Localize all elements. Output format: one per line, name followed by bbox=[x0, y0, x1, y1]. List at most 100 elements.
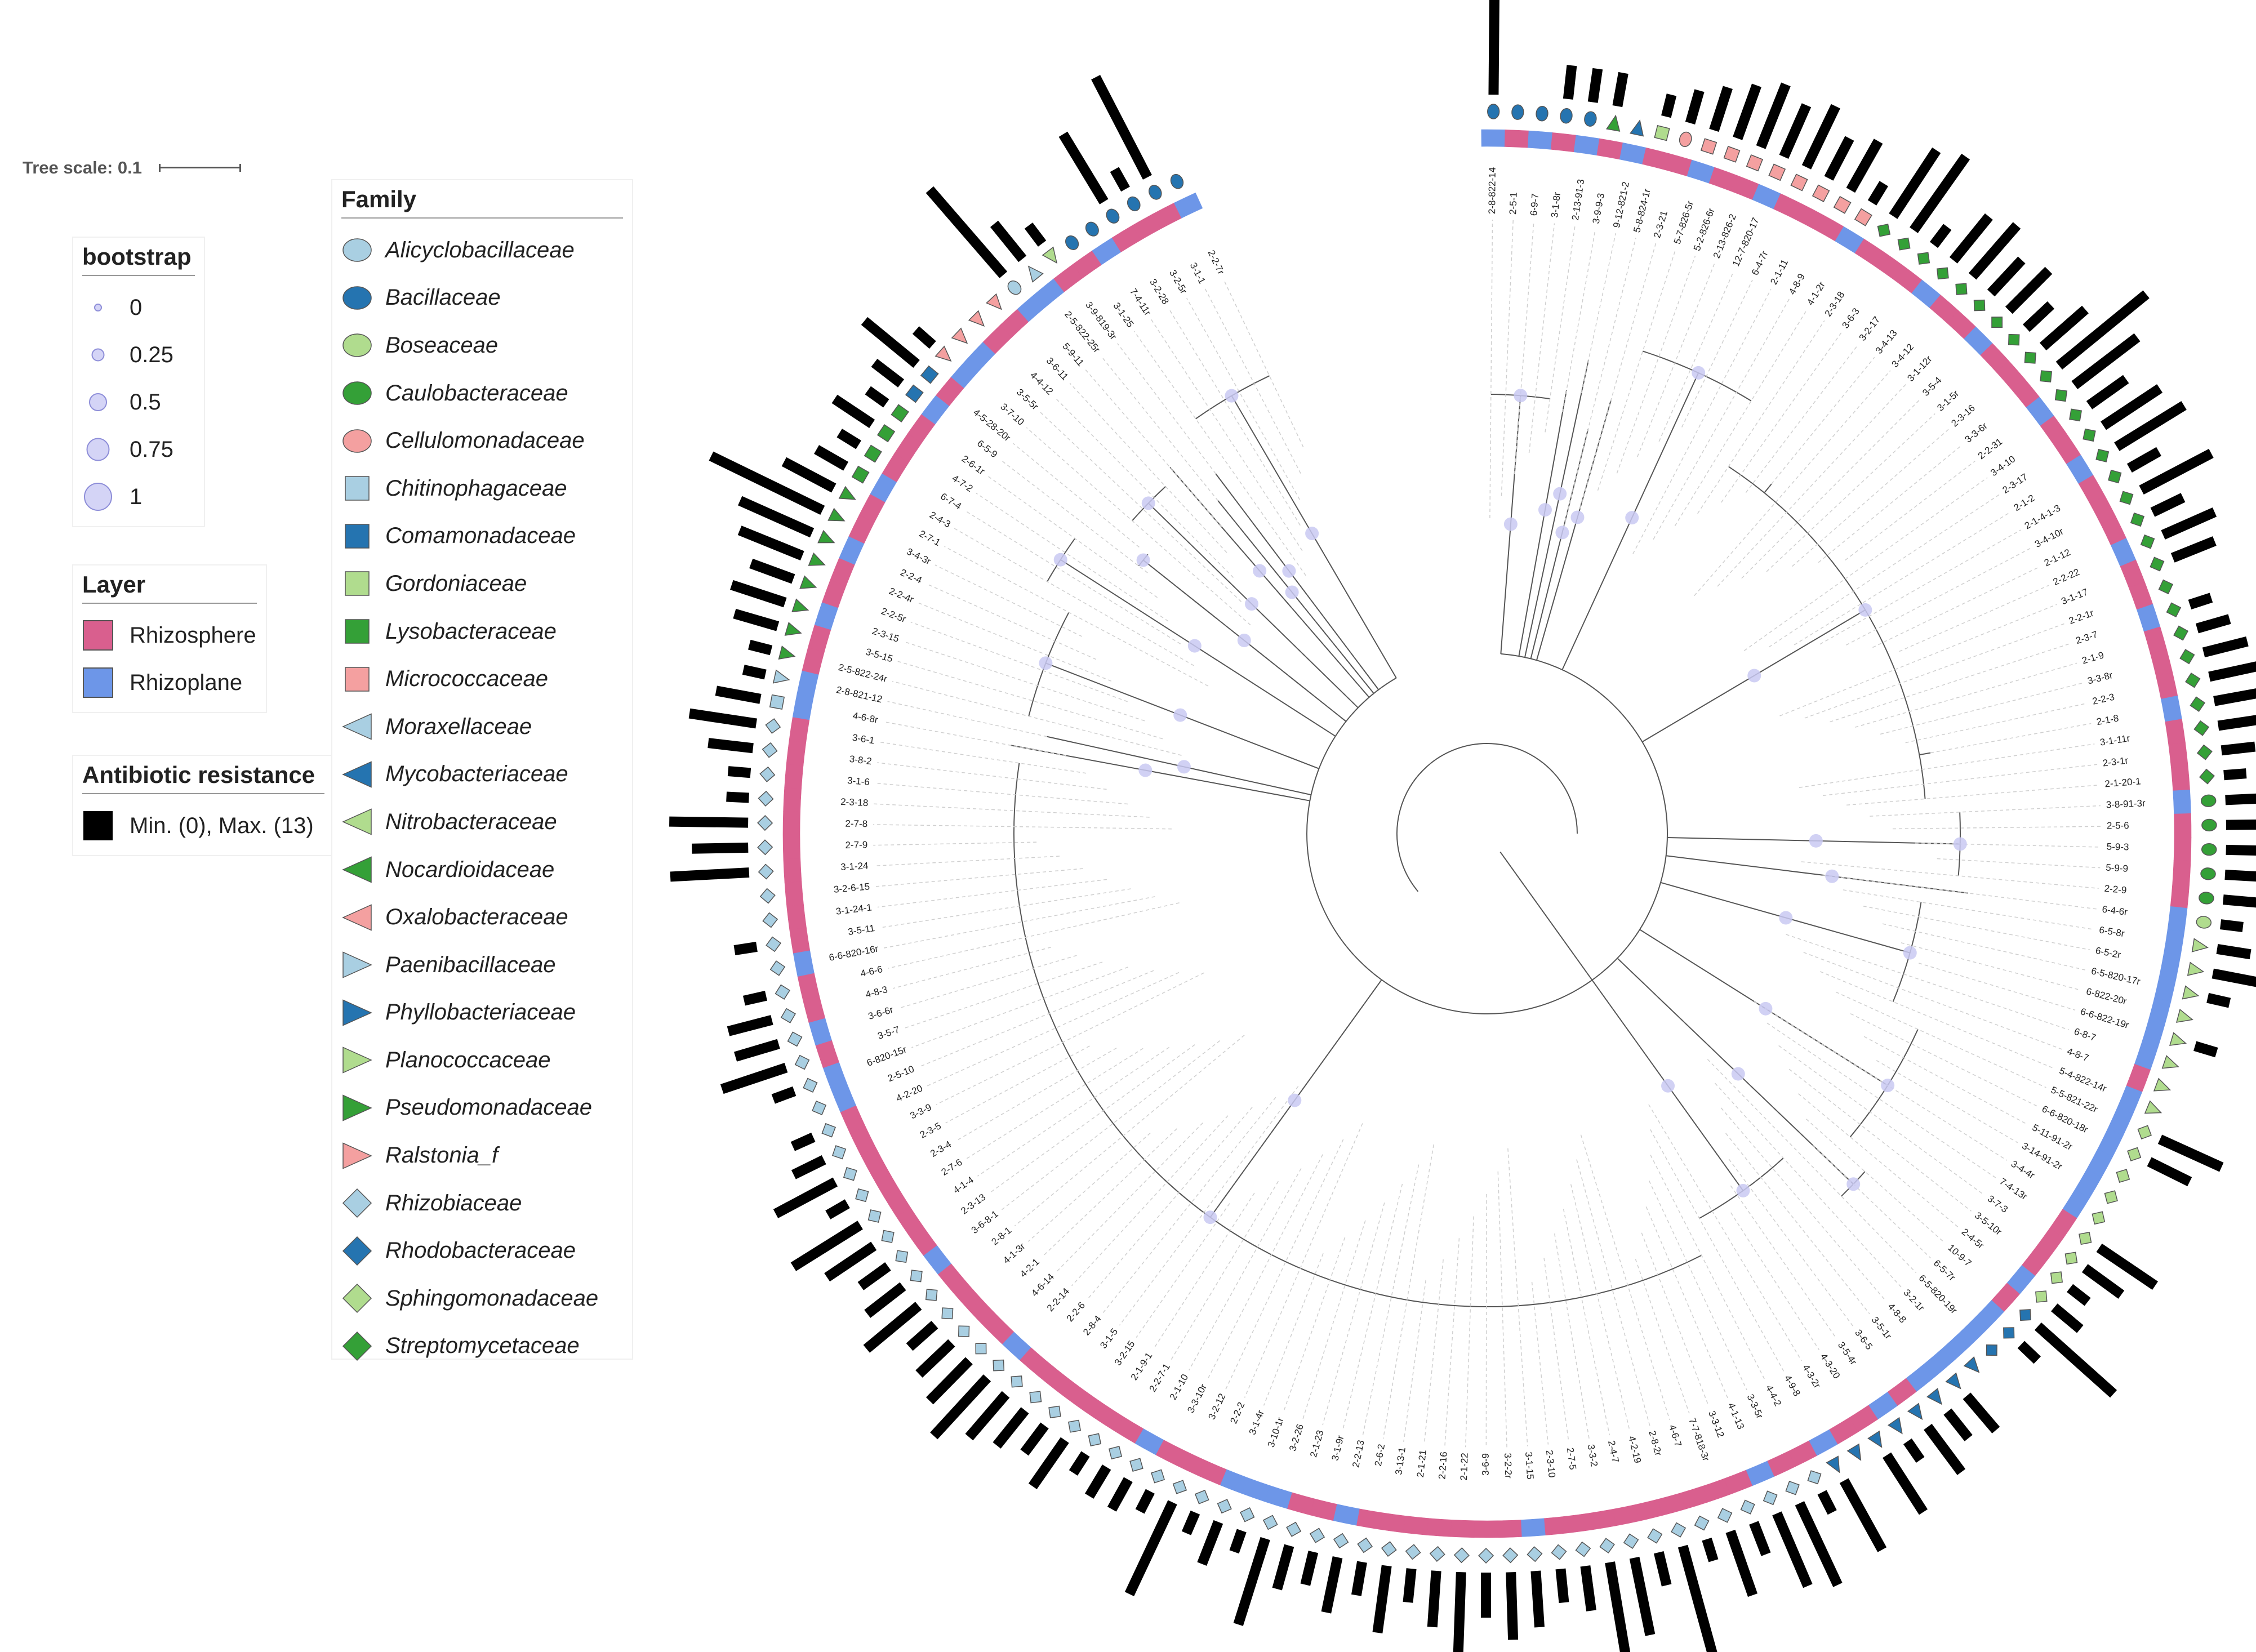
family-markers bbox=[757, 104, 2217, 1564]
family-marker bbox=[1826, 1455, 1840, 1473]
resistance-bar bbox=[857, 1262, 891, 1290]
leaf-guide-line bbox=[1937, 858, 2101, 869]
family-marker bbox=[2040, 370, 2053, 383]
leaf-guide-line bbox=[927, 972, 1180, 1087]
antibiotic-legend: Antibiotic resistance Min. (0), Max. (13… bbox=[72, 755, 335, 856]
leaf-label: 3-6-8-1 bbox=[969, 1209, 1000, 1236]
family-marker bbox=[1429, 1546, 1445, 1562]
resistance-bar bbox=[1801, 104, 1840, 170]
family-legend-label: Mycobacteriaceae bbox=[385, 762, 568, 787]
resistance-bar bbox=[2225, 792, 2256, 805]
leaf-label: 2-3-10 bbox=[1544, 1450, 1558, 1479]
leaf-guide-line bbox=[1830, 643, 2071, 723]
resistance-bar bbox=[1817, 1490, 1837, 1515]
leaf-label: 2-1-23 bbox=[1308, 1429, 1325, 1458]
leaf-guide-line bbox=[1423, 1259, 1444, 1445]
family-marker bbox=[843, 1166, 857, 1181]
layer-ring-segment bbox=[797, 670, 819, 697]
family-legend-label: Comamonadaceae bbox=[385, 523, 576, 549]
layer-ring-segment bbox=[797, 973, 820, 1000]
resistance-bar bbox=[2147, 1157, 2192, 1187]
leaf-guide-line bbox=[1263, 1253, 1324, 1406]
family-legend-label: Nitrobacteraceae bbox=[385, 809, 557, 834]
family-marker bbox=[2153, 1077, 2172, 1092]
family-marker bbox=[1151, 1469, 1165, 1484]
comamonadaceae-marker-icon bbox=[341, 520, 373, 552]
family-marker bbox=[803, 1077, 818, 1093]
resistance-bar bbox=[2017, 1341, 2041, 1364]
leaf-guide-line bbox=[1563, 238, 1636, 528]
layer-ring-segment bbox=[2173, 836, 2192, 861]
family-marker bbox=[855, 1188, 869, 1203]
family-marker bbox=[1108, 1446, 1123, 1460]
leaf-label: 4-1-2r bbox=[1805, 280, 1827, 308]
leaf-label: 2-2-16 bbox=[1436, 1451, 1449, 1480]
leaf-label: 3-1-4r bbox=[1247, 1409, 1266, 1436]
family-marker bbox=[794, 1054, 810, 1070]
family-marker bbox=[1536, 105, 1549, 122]
leaf-guide-line bbox=[1497, 1171, 1507, 1448]
family-marker bbox=[1239, 1507, 1255, 1522]
resistance-bar bbox=[2206, 992, 2231, 1008]
family-marker bbox=[2079, 1231, 2092, 1245]
leaf-guide-line bbox=[1743, 477, 1988, 651]
bootstrap-dot bbox=[1288, 1093, 1302, 1107]
layer-legend-label: Rhizosphere bbox=[130, 622, 256, 648]
family-marker bbox=[2019, 1309, 2032, 1321]
ralstonia-f-marker-icon bbox=[341, 1140, 373, 1172]
leaf-guide-line bbox=[904, 961, 1103, 1028]
leaf-label: 4-6-8r bbox=[852, 710, 879, 725]
resistance-bar bbox=[1058, 131, 1109, 204]
layer-legend: Layer Rhizosphere Rhizoplane bbox=[72, 564, 267, 713]
internal-branch bbox=[1591, 979, 1730, 1173]
leaf-label: 3-4-10 bbox=[1988, 453, 2017, 478]
pseudomonadaceae-marker-icon bbox=[341, 1092, 373, 1124]
leaf-label: 2-6-2 bbox=[1373, 1443, 1387, 1467]
family-legend-label: Oxalobacteraceae bbox=[385, 905, 568, 930]
leaf-label: 7-4-13r bbox=[1997, 1176, 2029, 1203]
family-marker bbox=[1654, 125, 1670, 141]
leaf-guide-lines bbox=[873, 220, 2101, 1448]
resistance-bar bbox=[836, 429, 861, 449]
resistance-bar bbox=[1024, 222, 1047, 247]
family-marker bbox=[2092, 1211, 2106, 1225]
family-legend-item: Lysobacteraceae bbox=[341, 608, 623, 656]
family-marker bbox=[2116, 1169, 2130, 1183]
family-marker bbox=[2199, 768, 2215, 785]
layer-legend-item: Rhizosphere bbox=[82, 612, 257, 659]
family-marker bbox=[2003, 1327, 2015, 1339]
planococcaceae-marker-icon bbox=[341, 1044, 373, 1076]
layer-ring-segment bbox=[2161, 695, 2182, 722]
family-marker bbox=[817, 529, 835, 544]
leaf-label: 3-5-10r bbox=[1973, 1210, 2004, 1237]
leaf-label: 3-3-10r bbox=[1185, 1382, 1209, 1415]
layer-ring-segment bbox=[1356, 1508, 1383, 1530]
leaf-label: 2-8-821-12 bbox=[835, 684, 883, 705]
internal-branch bbox=[1223, 979, 1382, 1200]
leaf-guide-line bbox=[1779, 604, 2057, 716]
resistance-bar-swatch bbox=[82, 810, 114, 841]
leaf-label: 6-6-820-16r bbox=[828, 943, 879, 963]
leaf-label: 4-9-8 bbox=[1782, 1373, 1803, 1398]
leaf-label: 3-6-6r bbox=[867, 1004, 895, 1022]
resistance-bar bbox=[2217, 714, 2256, 731]
leaf-guide-line bbox=[1531, 1281, 1549, 1445]
leaf-guide-line bbox=[1069, 382, 1227, 553]
layer-ring-segment bbox=[1379, 1512, 1405, 1533]
leaf-label: 2-7-9 bbox=[845, 839, 867, 851]
family-legend-item: Nocardioidaceae bbox=[341, 846, 623, 894]
leaf-guide-line bbox=[919, 970, 1154, 1067]
family-marker bbox=[2166, 602, 2182, 618]
leaf-label: 4-7-2 bbox=[950, 473, 975, 494]
leaf-guide-line bbox=[875, 868, 1083, 887]
leaf-guide-line bbox=[1863, 1036, 2028, 1125]
resistance-bar bbox=[2224, 870, 2256, 886]
internal-branch bbox=[1160, 573, 1347, 722]
resistance-bar bbox=[1779, 103, 1812, 159]
family-marker bbox=[1629, 119, 1644, 137]
leaf-guide-line bbox=[888, 902, 1180, 969]
leaf-guide-line bbox=[964, 510, 1181, 644]
family-marker bbox=[2108, 469, 2122, 484]
layer-ring-segment bbox=[2148, 997, 2172, 1025]
family-marker bbox=[762, 742, 778, 758]
